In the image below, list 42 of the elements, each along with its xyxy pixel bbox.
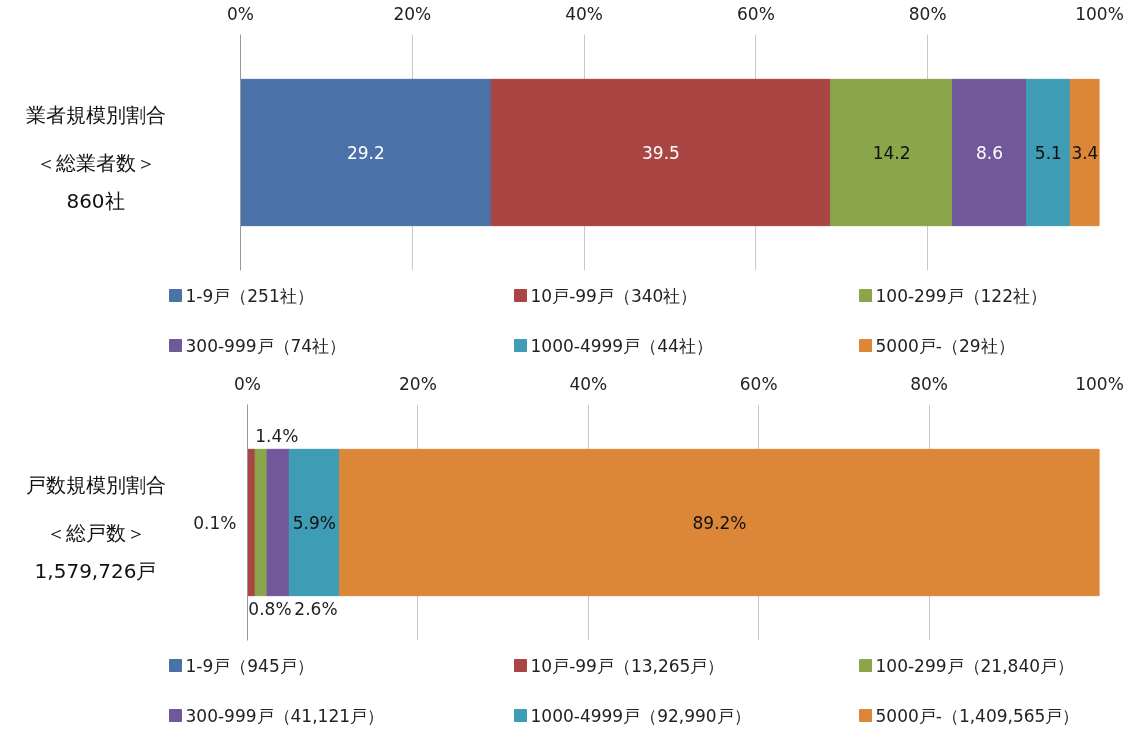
data-label: 14.2 bbox=[872, 143, 911, 163]
x-tick-label: 80% bbox=[910, 373, 948, 394]
data-label: 39.5 bbox=[642, 143, 680, 163]
y-tick-label: 戸数規模別割合 bbox=[25, 472, 166, 497]
text: ＜総業者数＞ bbox=[35, 150, 156, 175]
x-tick-label: 40% bbox=[565, 3, 603, 24]
legend-label: 10戸-99戸（13,265戸） bbox=[530, 655, 725, 676]
x-tick-label: 60% bbox=[737, 3, 775, 24]
data-label: 8.6 bbox=[976, 143, 1004, 163]
text: 860社 bbox=[66, 188, 125, 213]
x-tick-label: 80% bbox=[908, 3, 947, 24]
x-tick-label: 0% bbox=[227, 3, 254, 24]
x-tick-label: 20% bbox=[399, 373, 437, 394]
data-label: 0.1% bbox=[193, 512, 237, 533]
data-label: 3.4 bbox=[1071, 143, 1099, 163]
x-tick-label: 20% bbox=[393, 3, 432, 24]
text: 1,579,726戸 bbox=[34, 558, 157, 583]
legend-label: 1-9戸（945戸） bbox=[185, 655, 314, 676]
data-label: 89.2% bbox=[692, 512, 747, 533]
data-label: 2.6% bbox=[294, 598, 338, 619]
data-label: 29.2 bbox=[346, 143, 385, 163]
y-tick-label: 業者規模別割合 bbox=[25, 102, 166, 127]
legend-label: 1000-4999戸（44社） bbox=[530, 335, 713, 356]
data-label: 1.4% bbox=[255, 426, 299, 447]
legend-label: 10戸-99戸（340社） bbox=[530, 285, 698, 306]
legend-label: 100-299戸（21,840戸） bbox=[875, 655, 1075, 676]
legend-label: 300-999戸（74社） bbox=[185, 335, 347, 356]
data-label: 5.9% bbox=[292, 512, 336, 533]
legend-label: 100-299戸（122社） bbox=[875, 285, 1047, 306]
x-tick-label: 100% bbox=[1075, 373, 1124, 394]
legend-label: 1-9戸（251社） bbox=[185, 285, 314, 306]
x-tick-label: 0% bbox=[234, 373, 261, 394]
x-tick-label: 40% bbox=[569, 373, 608, 394]
legend-label: 1000-4999戸（92,990戸） bbox=[530, 705, 751, 726]
data-label: 5.1 bbox=[1034, 143, 1062, 163]
x-tick-label: 100% bbox=[1075, 3, 1124, 24]
text: ＜総戸数＞ bbox=[45, 520, 146, 545]
x-tick-label: 60% bbox=[739, 373, 778, 394]
data-label: 0.8% bbox=[248, 598, 292, 619]
legend-label: 300-999戸（41,121戸） bbox=[185, 705, 385, 726]
legend-label: 5000戸-（1,409,565戸） bbox=[875, 705, 1080, 726]
legend-label: 5000戸-（29社） bbox=[875, 335, 1015, 356]
